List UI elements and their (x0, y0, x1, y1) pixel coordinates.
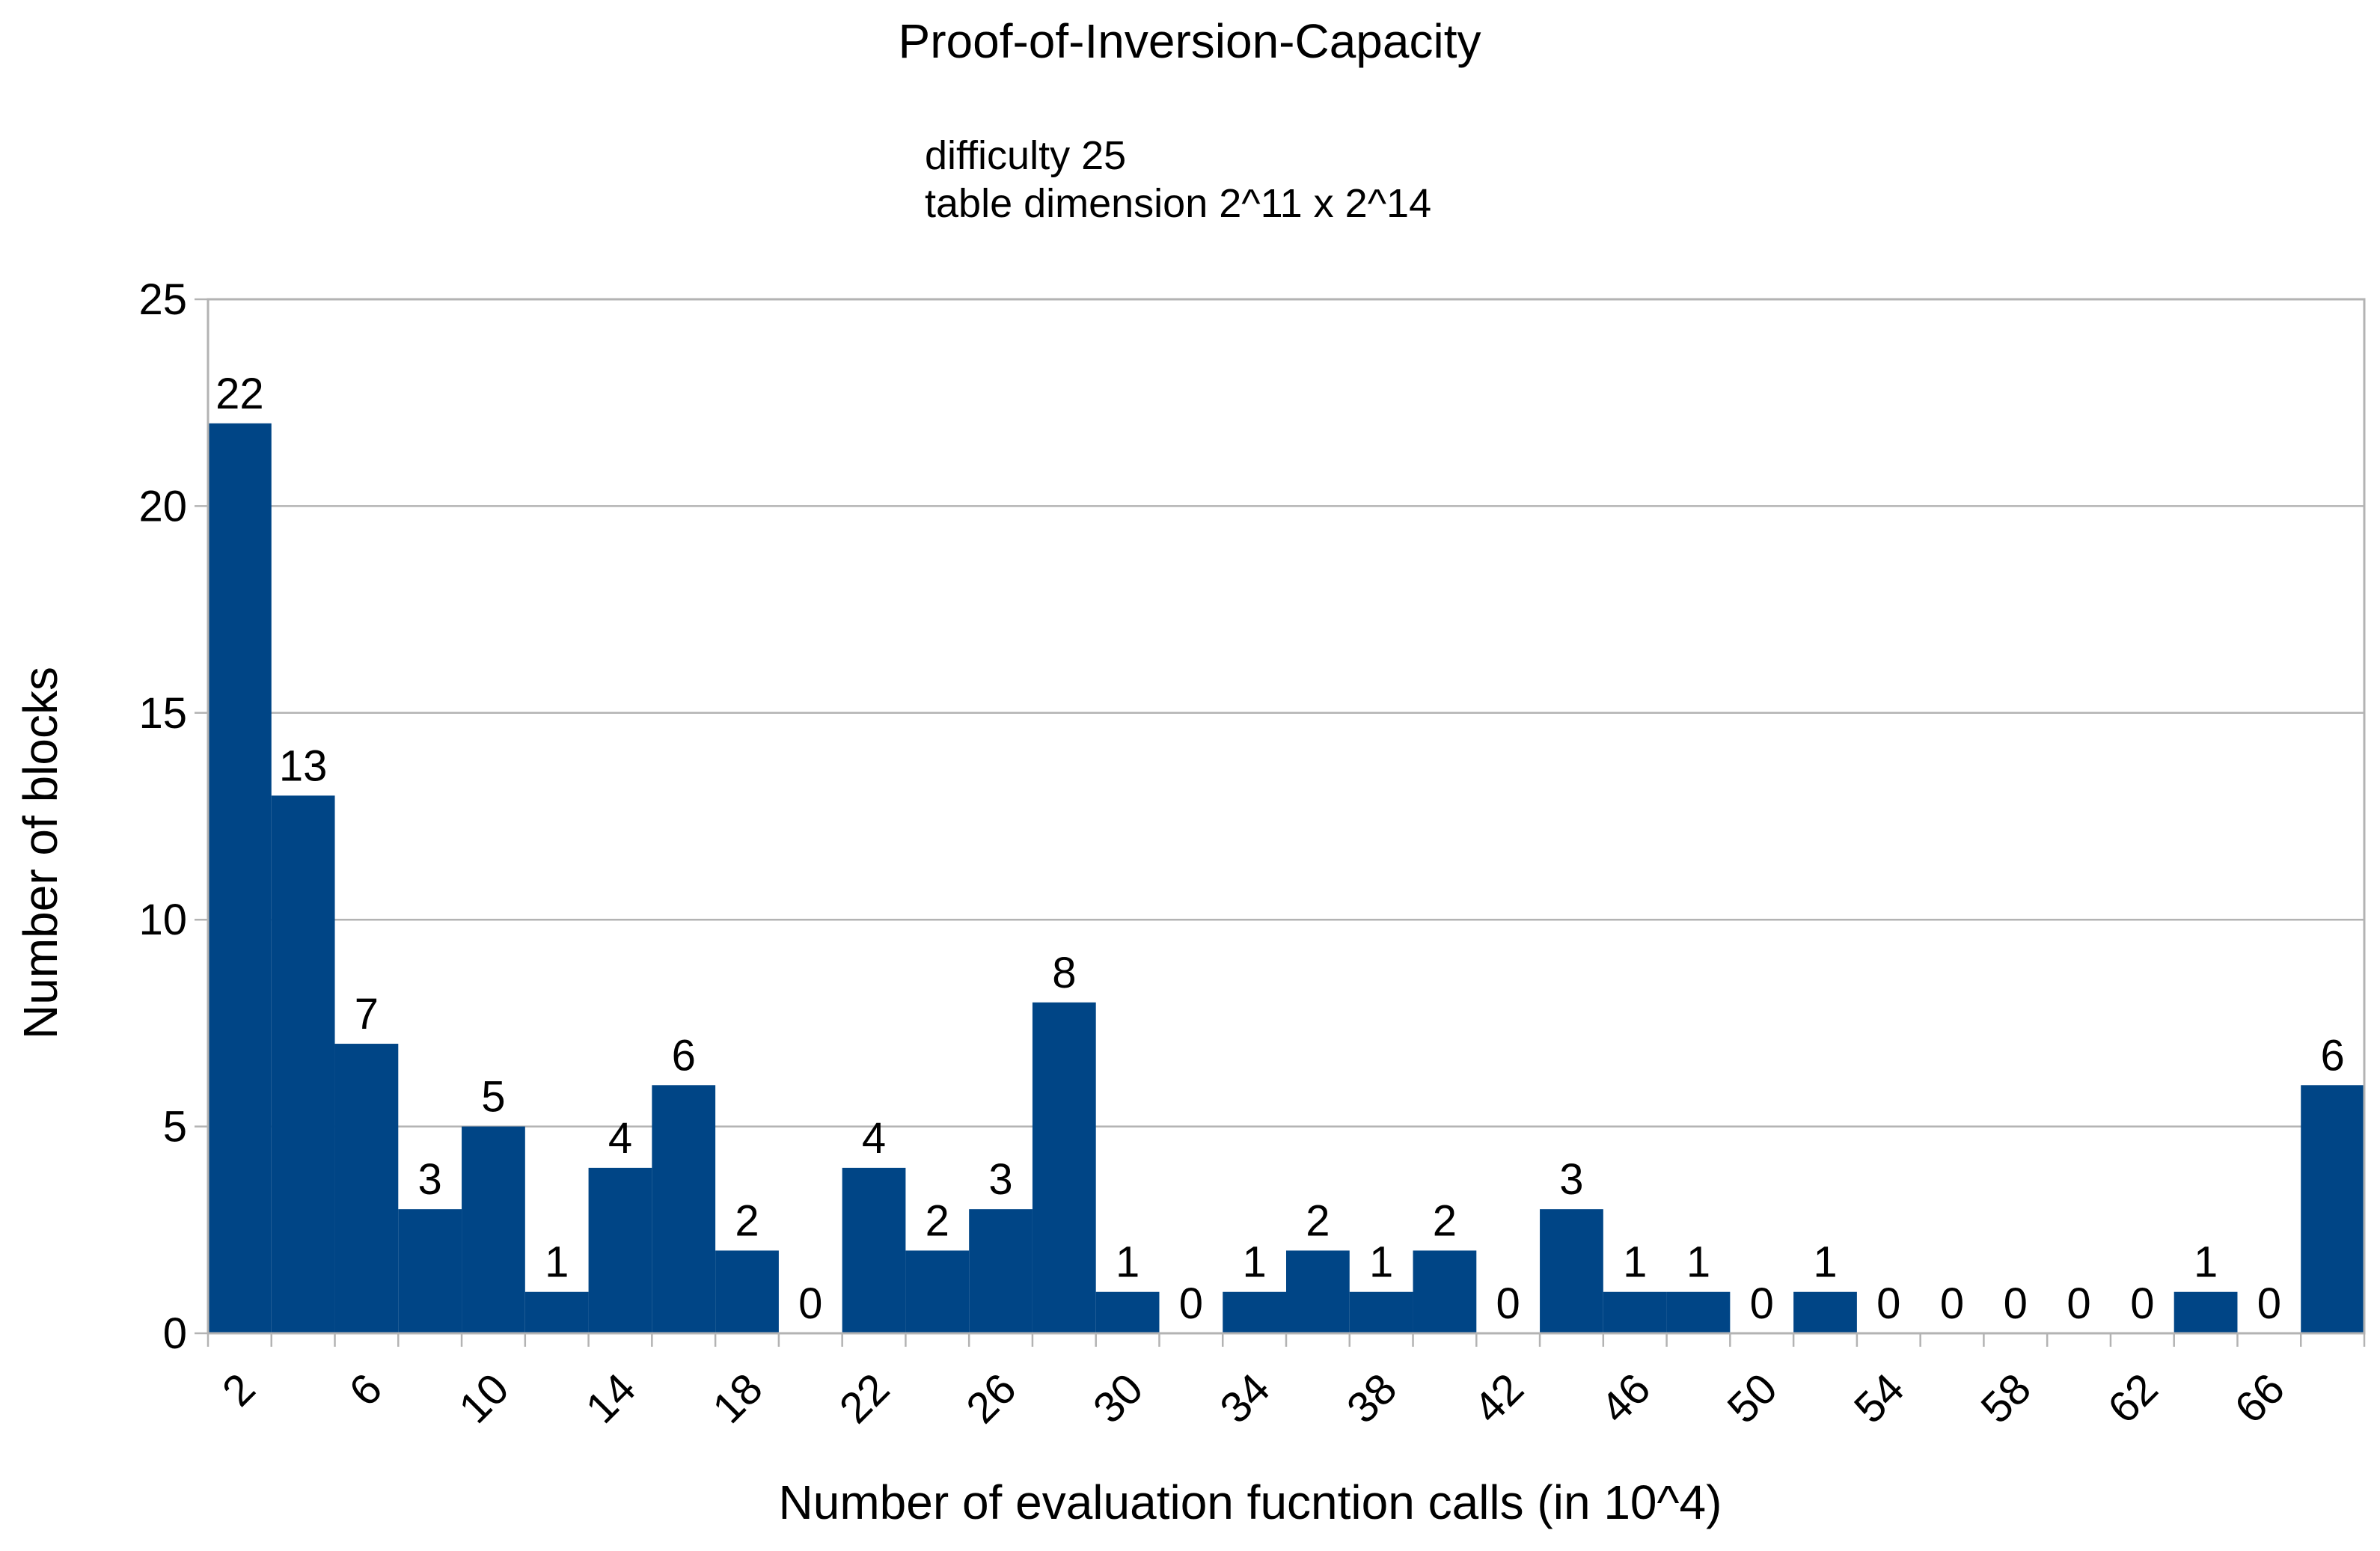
y-tick-label-5: 5 (163, 1103, 187, 1151)
bar-value-label-14: 4 (608, 1114, 632, 1163)
bar-value-label-40: 2 (1433, 1196, 1457, 1245)
x-tick-label-6: 6 (340, 1364, 391, 1416)
plot-area-frame (207, 298, 2366, 1335)
x-tick-labels: 2 6 10 14 18 22 26 30 34 38 42 46 50 54 58 62 66 (213, 1364, 2294, 1433)
bar-64 (2173, 1291, 2238, 1333)
bar-value-label-56: 0 (1940, 1279, 1964, 1328)
bar-8 (398, 1209, 462, 1333)
bar-value-label-2: 22 (215, 370, 264, 418)
bar-value-label-50: 0 (1750, 1279, 1774, 1328)
bar-14 (588, 1167, 652, 1333)
y-tick-label-15: 15 (138, 689, 187, 738)
bar-value-label-32: 0 (1179, 1279, 1203, 1328)
bar-value-label-68: 6 (2320, 1031, 2344, 1080)
x-tick-label-50: 50 (1718, 1364, 1787, 1433)
y-tick-labels: 0 5 10 15 20 25 (138, 275, 187, 1358)
bar-12 (524, 1291, 589, 1333)
bar-value-label-54: 0 (1876, 1279, 1900, 1328)
bar-68 (2301, 1085, 2364, 1333)
x-tick-label-30: 30 (1084, 1364, 1153, 1433)
x-tick-label-18: 18 (703, 1364, 772, 1433)
bar-value-label-26: 3 (988, 1155, 1012, 1204)
y-axis-label: Number of blocks (13, 667, 67, 1039)
bar-value-label-4: 13 (279, 741, 328, 790)
bar-value-label-24: 2 (926, 1196, 949, 1245)
y-tick-label-20: 20 (138, 482, 187, 530)
bar-value-label-36: 2 (1306, 1196, 1330, 1245)
bar-2 (208, 423, 272, 1333)
x-tick-label-38: 38 (1338, 1364, 1407, 1433)
x-tick-label-26: 26 (957, 1364, 1026, 1433)
bar-38 (1349, 1291, 1413, 1333)
chart-title: Proof-of-Inversion-Capacity (899, 14, 1481, 68)
bar-value-label-48: 1 (1686, 1238, 1710, 1287)
bars (208, 423, 2364, 1333)
bar-value-label-52: 1 (1813, 1238, 1837, 1287)
bar-value-label-58: 0 (2004, 1279, 2028, 1328)
bar-value-label-34: 1 (1242, 1238, 1266, 1287)
x-tick-label-10: 10 (450, 1364, 518, 1433)
bar-16 (652, 1085, 716, 1333)
bar-value-label-38: 1 (1369, 1238, 1393, 1287)
bar-24 (905, 1250, 970, 1333)
bar-44 (1540, 1209, 1603, 1333)
x-tick-label-46: 46 (1591, 1364, 1660, 1433)
x-tick-label-2: 2 (213, 1364, 265, 1416)
bar-value-label-62: 0 (2130, 1279, 2154, 1328)
bar-value-label-44: 3 (1559, 1155, 1583, 1204)
bar-value-label-46: 1 (1623, 1238, 1647, 1287)
bar-4 (271, 795, 335, 1333)
x-tick-label-42: 42 (1464, 1364, 1533, 1433)
bar-value-label-16: 6 (672, 1031, 696, 1080)
bar-value-label-28: 8 (1052, 949, 1076, 997)
bar-28 (1032, 1002, 1096, 1333)
bar-40 (1413, 1250, 1477, 1333)
x-ticks (207, 1333, 2366, 1347)
x-tick-label-34: 34 (1211, 1364, 1279, 1433)
bar-34 (1223, 1291, 1286, 1333)
bar-6 (334, 1044, 399, 1333)
x-tick-label-14: 14 (577, 1364, 646, 1433)
chart-subtitle-line-1: difficulty 25 (925, 133, 1126, 178)
bar-value-label-66: 0 (2257, 1279, 2281, 1328)
x-tick-label-22: 22 (830, 1364, 899, 1433)
chart-subtitle-line-2: table dimension 2^11 x 2^14 (925, 181, 1431, 226)
bar-value-label-64: 1 (2194, 1238, 2218, 1287)
bar-value-label-60: 0 (2067, 1279, 2090, 1328)
y-tick-label-10: 10 (138, 896, 187, 944)
bar-46 (1603, 1291, 1667, 1333)
bar-value-label-6: 7 (355, 990, 379, 1038)
bar-26 (969, 1209, 1033, 1333)
bar-18 (715, 1250, 779, 1333)
bar-36 (1286, 1250, 1350, 1333)
bar-10 (462, 1126, 525, 1333)
x-tick-label-58: 58 (1971, 1364, 2040, 1433)
bar-value-label-22: 4 (862, 1114, 886, 1163)
bar-30 (1095, 1291, 1160, 1333)
bar-48 (1666, 1291, 1731, 1333)
x-tick-label-66: 66 (2225, 1364, 2294, 1433)
bar-value-label-8: 3 (418, 1155, 442, 1204)
bar-value-label-30: 1 (1116, 1238, 1139, 1287)
x-axis-label: Number of evaluation fucntion calls (in … (779, 1475, 1722, 1529)
bar-value-label-18: 2 (735, 1196, 759, 1245)
y-tick-label-0: 0 (163, 1309, 187, 1358)
bar-value-label-12: 1 (545, 1238, 569, 1287)
bar-52 (1793, 1291, 1857, 1333)
bar-value-label-42: 0 (1496, 1279, 1520, 1328)
x-tick-label-62: 62 (2099, 1364, 2168, 1433)
x-tick-label-54: 54 (1845, 1364, 1914, 1433)
bar-value-label-20: 0 (798, 1279, 822, 1328)
bar-22 (842, 1167, 906, 1333)
y-tick-label-25: 25 (138, 275, 187, 324)
bar-value-label-10: 5 (481, 1073, 505, 1122)
